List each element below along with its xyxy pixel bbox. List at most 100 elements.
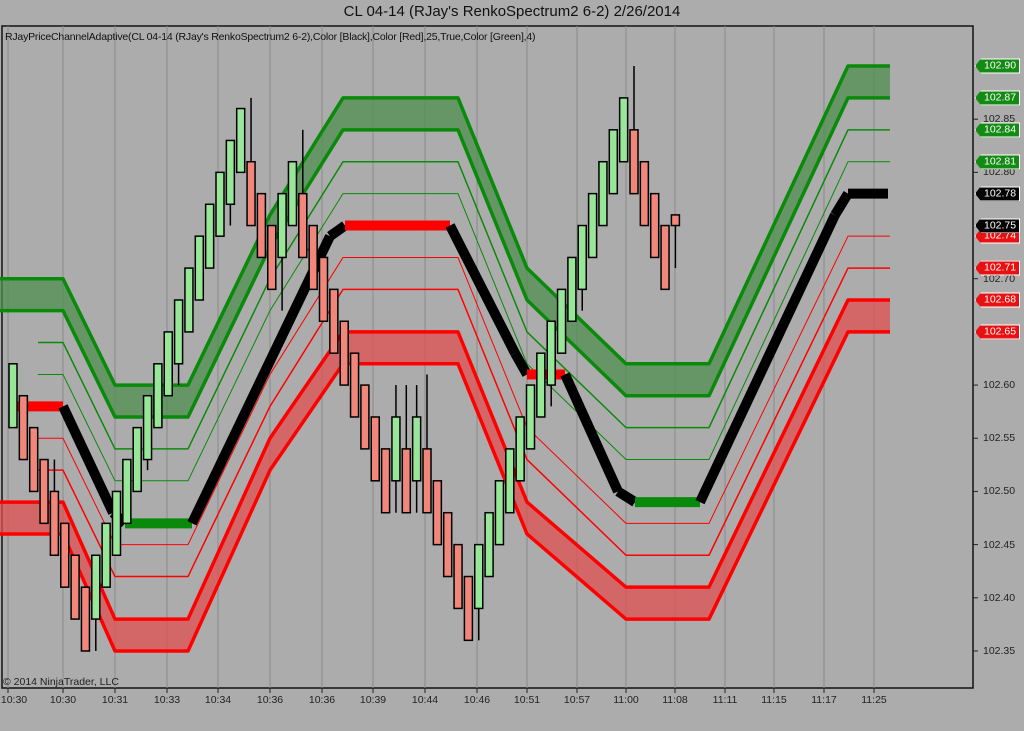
price-marker-red: 102.65 <box>975 324 1021 340</box>
up-candle <box>101 522 111 588</box>
down-candle <box>60 522 70 588</box>
up-candle <box>515 416 525 482</box>
down-candle <box>380 448 391 514</box>
down-candle <box>80 586 91 652</box>
x-axis-label: 11:25 <box>861 694 887 706</box>
down-candle <box>18 394 29 461</box>
adaptive-midline-segment <box>510 350 532 377</box>
x-axis-label: 10:30 <box>49 694 77 706</box>
x-axis-label: 10:57 <box>563 694 591 706</box>
down-candle <box>360 384 370 450</box>
down-candle <box>639 160 650 227</box>
price-marker-black: 102.78 <box>975 186 1021 202</box>
x-axis-label: 10:51 <box>513 694 541 706</box>
price-marker-green: 102.87 <box>975 90 1021 106</box>
channel-line-upper-outer <box>0 64 890 387</box>
down-candle <box>453 543 463 610</box>
adaptive-midline-segment <box>615 487 638 507</box>
x-axis-label: 10:30 <box>0 694 28 706</box>
adaptive-midline-segment <box>830 191 853 218</box>
x-axis-label: 11:00 <box>613 694 639 706</box>
up-candle <box>474 543 484 610</box>
channel-line-upper-mid2 <box>38 161 890 482</box>
down-candle <box>49 490 60 557</box>
down-candle <box>256 192 267 259</box>
chart-title: CL 04-14 (RJay's RenkoSpectrum2 6-2) 2/2… <box>343 3 681 20</box>
up-candle <box>587 192 598 259</box>
up-candle <box>153 363 163 429</box>
down-candle <box>463 575 474 642</box>
up-candle <box>484 511 494 578</box>
down-candle <box>329 288 339 354</box>
up-candle <box>598 160 608 227</box>
up-candle <box>122 458 132 525</box>
x-axis-label: 10:36 <box>308 694 336 706</box>
up-candle <box>277 192 287 259</box>
up-candle <box>525 384 536 450</box>
down-candle <box>649 192 660 259</box>
up-candle <box>215 171 225 237</box>
x-axis-label: 10:36 <box>256 694 284 706</box>
up-candle <box>8 363 18 429</box>
x-axis-label: 11:17 <box>811 694 837 706</box>
price-marker-red: 102.68 <box>975 292 1021 308</box>
down-candle <box>670 214 681 227</box>
up-candle <box>142 394 153 461</box>
down-candle <box>39 458 49 525</box>
up-candle <box>225 139 236 206</box>
y-axis-label: 102.70 <box>983 272 1016 285</box>
down-candle <box>432 480 443 546</box>
up-candle <box>91 554 101 620</box>
x-axis-label: 10:39 <box>359 694 387 706</box>
price-marker-green: 102.81 <box>975 154 1021 170</box>
indicator-label: RJayPriceChannelAdaptive(CL 04-14 (RJay'… <box>5 31 536 43</box>
adaptive-midline-segment <box>58 404 118 515</box>
lower-channel-band <box>0 299 890 651</box>
down-candle <box>442 511 453 578</box>
adaptive-midline-segment <box>445 223 520 356</box>
adaptive-midline-segment <box>560 372 623 494</box>
down-candle <box>298 192 308 259</box>
adaptive-midline-segment <box>327 221 348 241</box>
up-candle <box>546 320 556 386</box>
down-candle <box>246 160 256 227</box>
adaptive-midline-segment <box>695 212 840 505</box>
down-candle <box>308 224 318 291</box>
y-axis-label: 102.45 <box>983 538 1016 551</box>
up-candle <box>505 448 515 514</box>
up-candle <box>163 331 173 397</box>
up-candle <box>173 299 184 365</box>
x-axis-label: 10:46 <box>463 694 491 706</box>
up-candle <box>536 352 546 418</box>
up-candle <box>567 256 577 323</box>
up-candle <box>411 416 422 482</box>
down-candle <box>267 224 277 291</box>
down-candle <box>28 426 39 493</box>
down-candle <box>629 129 639 195</box>
y-axis-label: 102.80 <box>983 166 1016 179</box>
up-candle <box>235 107 246 174</box>
price-marker-green: 102.90 <box>975 58 1021 74</box>
x-axis-label: 10:34 <box>204 694 232 706</box>
price-marker-red: 102.71 <box>975 260 1021 276</box>
up-candle <box>618 97 629 163</box>
down-candle <box>422 448 432 514</box>
channel-line-upper-inner <box>0 96 890 419</box>
price-marker-green: 102.84 <box>975 122 1021 138</box>
up-candle <box>184 267 194 333</box>
x-axis-label: 10:44 <box>411 694 439 706</box>
channel-line-upper-mid1 <box>38 129 890 450</box>
y-axis-label: 102.55 <box>983 432 1016 445</box>
up-candle <box>194 235 205 301</box>
down-candle <box>349 352 360 418</box>
y-axis-label: 102.85 <box>983 113 1016 126</box>
down-candle <box>370 416 380 482</box>
x-axis-label: 11:08 <box>662 694 688 706</box>
y-axis-label: 102.35 <box>983 644 1016 657</box>
up-candle <box>391 416 401 482</box>
x-axis-label: 11:15 <box>761 694 787 706</box>
up-candle <box>494 480 505 546</box>
x-axis-label: 11:11 <box>712 694 738 706</box>
x-axis-label: 10:33 <box>153 694 181 706</box>
